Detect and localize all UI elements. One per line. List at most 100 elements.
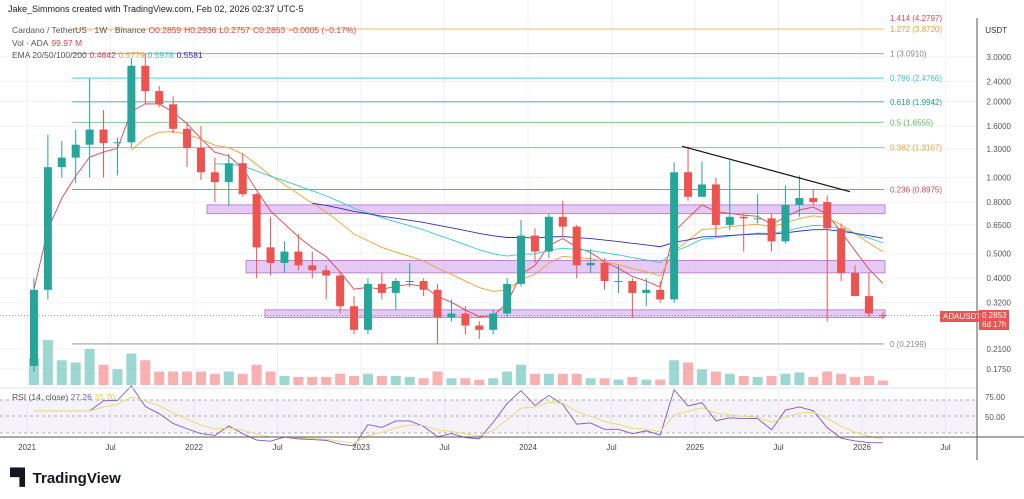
candle-body xyxy=(684,172,693,197)
candle-body xyxy=(503,283,512,314)
volume-bar xyxy=(362,373,373,385)
candle-body xyxy=(656,289,665,300)
fib-level-label: 0 (0.2199) xyxy=(890,340,927,349)
volume-bar xyxy=(251,364,262,385)
ema20-value: 0.4642 xyxy=(89,50,116,60)
candle-body xyxy=(252,194,261,248)
volume-bar xyxy=(850,376,861,385)
candle-body xyxy=(823,202,832,229)
time-axis-label: 2022 xyxy=(185,443,203,452)
rsi-axis-label: 50.00 xyxy=(985,413,1006,422)
volume-bar xyxy=(209,373,220,385)
candle-body xyxy=(336,275,345,307)
open-value: O0.2859 xyxy=(148,25,182,35)
tradingview-logo[interactable]: ▀▌ TradingView xyxy=(10,469,121,487)
volume-bar xyxy=(460,378,471,385)
fib-level-label: 0.382 (1.3167) xyxy=(890,143,942,152)
candle-body xyxy=(141,65,150,92)
volume-bar xyxy=(696,369,707,385)
candle-body xyxy=(155,91,164,105)
support-resistance-zone xyxy=(245,260,886,274)
fib-level-label: 0.786 (2.4766) xyxy=(890,74,942,83)
candle-body xyxy=(864,296,873,314)
candle-body xyxy=(391,281,400,293)
volume-bar xyxy=(808,376,819,385)
volume-bar xyxy=(669,360,680,385)
volume-bar xyxy=(710,371,721,385)
volume-bar xyxy=(307,376,318,385)
price-axis-label: 1.3000 xyxy=(987,145,1012,154)
candle-body xyxy=(475,325,484,330)
symbol-label[interactable]: Cardano / TetherUS · 1W · Binance xyxy=(12,25,146,35)
volume-bar xyxy=(641,379,652,385)
fib-level-label: 0.5 (1.6555) xyxy=(890,118,933,127)
price-axis-label: 1.0000 xyxy=(987,174,1012,183)
volume-bar xyxy=(42,340,53,385)
candle-body xyxy=(447,313,456,318)
time-axis-label: Jul xyxy=(773,443,783,452)
last-price: 0.2853 xyxy=(982,311,1007,320)
candle-body xyxy=(419,281,428,290)
time-axis-label: 2021 xyxy=(18,443,36,452)
candle-body xyxy=(85,129,94,145)
candle-body xyxy=(405,281,414,283)
price-axis-label: 2.4000 xyxy=(987,78,1012,87)
candle-body xyxy=(781,204,790,242)
volume-bar xyxy=(571,373,582,385)
candle-body xyxy=(614,281,623,283)
volume-bar xyxy=(557,373,568,385)
time-axis-label: 2024 xyxy=(519,443,537,452)
candle-body xyxy=(196,147,205,173)
candle-body xyxy=(29,289,38,366)
candle-body xyxy=(753,218,762,220)
fib-level-label: 1.414 (4.2797) xyxy=(890,14,942,23)
candle-body xyxy=(517,235,526,284)
volume-bar xyxy=(98,364,109,385)
volume-bar xyxy=(293,376,304,385)
rsi-label[interactable]: RSI (14, close) xyxy=(12,392,69,402)
bar-countdown: 6d 17h xyxy=(982,320,1007,329)
price-axis-label: 0.5000 xyxy=(987,250,1012,259)
volume-bar xyxy=(794,372,805,385)
volume-bar xyxy=(70,362,81,385)
candle-body xyxy=(433,289,442,318)
low-value: L0.2757 xyxy=(219,25,251,35)
ema100-value: 0.5978 xyxy=(147,50,174,60)
candle-body xyxy=(837,228,846,273)
candle-body xyxy=(308,265,317,271)
close-value: C0.2853 xyxy=(253,25,286,35)
price-axis-label: 0.4000 xyxy=(987,274,1012,283)
candle-body xyxy=(544,216,553,252)
candle-body xyxy=(377,283,386,293)
volume-bar xyxy=(112,369,123,385)
ema50-value: 0.5779 xyxy=(118,50,145,60)
ema-label[interactable]: EMA 20/50/100/200 xyxy=(12,50,87,60)
volume-bar xyxy=(446,378,457,385)
candle-body xyxy=(57,157,66,168)
time-axis-label: Jul xyxy=(606,443,616,452)
support-resistance-zone xyxy=(206,204,886,215)
candle-body xyxy=(210,172,219,183)
volume-bar xyxy=(585,378,596,385)
volume-bar xyxy=(404,376,415,385)
price-axis-label: 0.8000 xyxy=(987,198,1012,207)
candle-body xyxy=(71,144,80,158)
fib-level-label: 1.272 (3.8720) xyxy=(890,25,942,34)
volume-bar xyxy=(836,373,847,385)
candle-body xyxy=(294,251,303,266)
volume-bar xyxy=(126,353,137,385)
candle-body xyxy=(363,283,372,330)
volume-value: 99.97 M xyxy=(51,37,83,48)
volume-bar xyxy=(279,376,290,385)
last-price-tag: 0.2853 6d 17h xyxy=(979,310,1010,330)
volume-bar xyxy=(766,376,777,385)
volume-bar xyxy=(502,371,513,385)
volume-bar xyxy=(84,349,95,385)
volume-bar xyxy=(168,371,179,385)
change-value: −0.0005 (−0.17%) xyxy=(288,25,357,35)
rsi-legend: RSI (14, close) 27.26 35.70 xyxy=(12,392,116,402)
volume-label[interactable]: Vol · ADA xyxy=(12,37,49,48)
candle-body xyxy=(127,65,136,143)
